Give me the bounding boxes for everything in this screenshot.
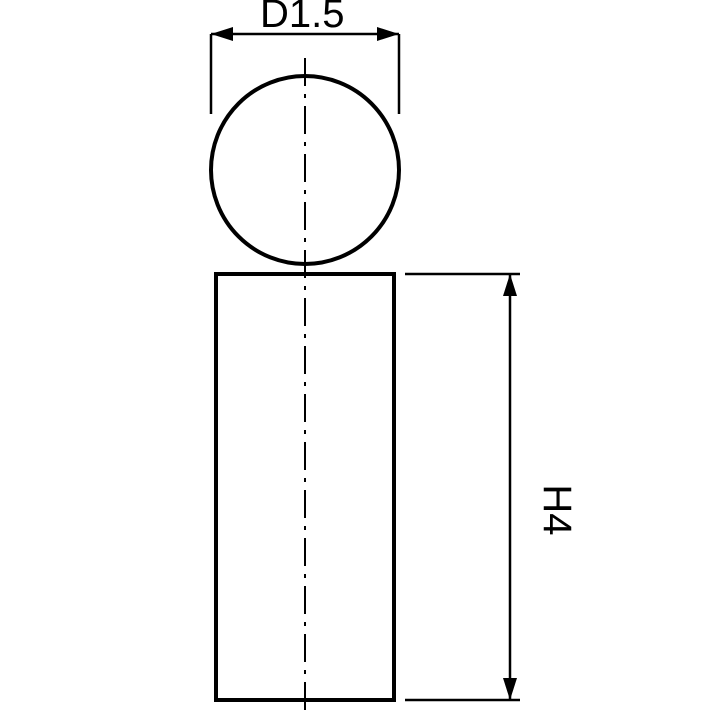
height-label: H4: [535, 484, 579, 535]
diameter-label: D1.5: [260, 0, 345, 36]
